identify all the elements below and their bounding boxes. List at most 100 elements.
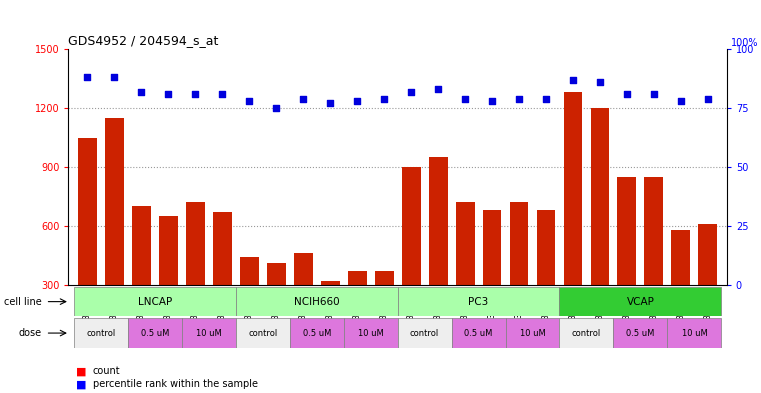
Text: 0.5 uM: 0.5 uM bbox=[303, 329, 331, 338]
Bar bbox=[74, 287, 236, 316]
Bar bbox=[510, 202, 528, 344]
Bar bbox=[290, 318, 344, 348]
Text: GSM1359783: GSM1359783 bbox=[542, 288, 550, 340]
Point bbox=[162, 91, 174, 97]
Bar bbox=[559, 287, 721, 316]
Point bbox=[486, 98, 498, 104]
Text: 0.5 uM: 0.5 uM bbox=[141, 329, 169, 338]
Point bbox=[594, 79, 606, 85]
Text: control: control bbox=[248, 329, 277, 338]
Bar bbox=[617, 177, 636, 344]
Bar bbox=[348, 271, 367, 344]
Text: GSM1359766: GSM1359766 bbox=[568, 288, 578, 340]
Bar bbox=[564, 92, 582, 344]
Text: GSM1359765: GSM1359765 bbox=[380, 288, 389, 340]
Bar bbox=[240, 257, 259, 344]
Bar bbox=[645, 177, 664, 344]
Text: 10 uM: 10 uM bbox=[682, 329, 707, 338]
Bar bbox=[699, 224, 718, 344]
Bar bbox=[182, 318, 236, 348]
Text: LNCAP: LNCAP bbox=[138, 297, 172, 307]
Bar bbox=[397, 318, 451, 348]
Point bbox=[459, 95, 471, 102]
Point bbox=[648, 91, 660, 97]
Text: GSM1359760: GSM1359760 bbox=[245, 288, 253, 340]
Bar bbox=[105, 118, 124, 344]
Point bbox=[270, 105, 282, 111]
Text: ■: ■ bbox=[76, 379, 87, 389]
Text: ■: ■ bbox=[76, 366, 87, 376]
Bar bbox=[344, 318, 397, 348]
Bar bbox=[667, 318, 721, 348]
Text: control: control bbox=[572, 329, 601, 338]
Point bbox=[244, 98, 256, 104]
Point bbox=[702, 95, 714, 102]
Text: NCIH660: NCIH660 bbox=[294, 297, 339, 307]
Bar bbox=[671, 230, 690, 344]
Text: GSM1359781: GSM1359781 bbox=[488, 288, 496, 340]
Point bbox=[432, 86, 444, 92]
Bar bbox=[128, 318, 182, 348]
Bar bbox=[294, 253, 313, 344]
Point bbox=[675, 98, 687, 104]
Point bbox=[540, 95, 552, 102]
Text: percentile rank within the sample: percentile rank within the sample bbox=[93, 379, 258, 389]
Bar bbox=[537, 210, 556, 344]
Text: GSM1359768: GSM1359768 bbox=[622, 288, 632, 340]
Text: GSM1359772: GSM1359772 bbox=[83, 288, 92, 340]
Bar bbox=[451, 318, 505, 348]
Point bbox=[378, 95, 390, 102]
Bar bbox=[482, 210, 501, 344]
Point bbox=[513, 95, 525, 102]
Text: GSM1359779: GSM1359779 bbox=[434, 288, 443, 340]
Text: 0.5 uM: 0.5 uM bbox=[626, 329, 654, 338]
Text: GSM1359780: GSM1359780 bbox=[460, 288, 470, 340]
Text: GSM1359762: GSM1359762 bbox=[299, 288, 307, 340]
Bar bbox=[74, 318, 128, 348]
Bar bbox=[505, 318, 559, 348]
Text: cell line: cell line bbox=[4, 297, 42, 307]
Text: GDS4952 / 204594_s_at: GDS4952 / 204594_s_at bbox=[68, 33, 219, 46]
Bar bbox=[613, 318, 667, 348]
Text: count: count bbox=[93, 366, 120, 376]
Bar bbox=[213, 212, 231, 344]
Text: 100%: 100% bbox=[731, 38, 759, 48]
Bar bbox=[591, 108, 610, 344]
Text: GSM1359771: GSM1359771 bbox=[703, 288, 712, 340]
Text: 10 uM: 10 uM bbox=[196, 329, 221, 338]
Point bbox=[135, 88, 148, 95]
Bar bbox=[267, 263, 285, 344]
Bar bbox=[186, 202, 205, 344]
Point bbox=[108, 74, 120, 81]
Bar bbox=[236, 287, 397, 316]
Bar bbox=[132, 206, 151, 344]
Text: GSM1359767: GSM1359767 bbox=[595, 288, 604, 340]
Bar bbox=[374, 271, 393, 344]
Text: GSM1359763: GSM1359763 bbox=[326, 288, 335, 340]
Text: dose: dose bbox=[18, 328, 42, 338]
Text: GSM1359769: GSM1359769 bbox=[649, 288, 658, 340]
Text: GSM1359764: GSM1359764 bbox=[352, 288, 361, 340]
Text: GSM1359773: GSM1359773 bbox=[110, 288, 119, 340]
Text: control: control bbox=[410, 329, 439, 338]
Text: 10 uM: 10 uM bbox=[358, 329, 384, 338]
Text: GSM1359775: GSM1359775 bbox=[164, 288, 173, 340]
Text: 0.5 uM: 0.5 uM bbox=[464, 329, 492, 338]
Bar bbox=[78, 138, 97, 344]
Text: VCAP: VCAP bbox=[626, 297, 654, 307]
Bar bbox=[397, 287, 559, 316]
Text: control: control bbox=[86, 329, 116, 338]
Text: GSM1359770: GSM1359770 bbox=[677, 288, 686, 340]
Bar bbox=[159, 216, 178, 344]
Bar bbox=[320, 281, 339, 344]
Point bbox=[351, 98, 363, 104]
Bar bbox=[402, 167, 421, 344]
Point bbox=[297, 95, 309, 102]
Bar bbox=[428, 157, 447, 344]
Text: GSM1359777: GSM1359777 bbox=[218, 288, 227, 340]
Text: GSM1359782: GSM1359782 bbox=[514, 288, 524, 340]
Text: 10 uM: 10 uM bbox=[520, 329, 546, 338]
Point bbox=[324, 100, 336, 107]
Text: PC3: PC3 bbox=[469, 297, 489, 307]
Bar bbox=[236, 318, 290, 348]
